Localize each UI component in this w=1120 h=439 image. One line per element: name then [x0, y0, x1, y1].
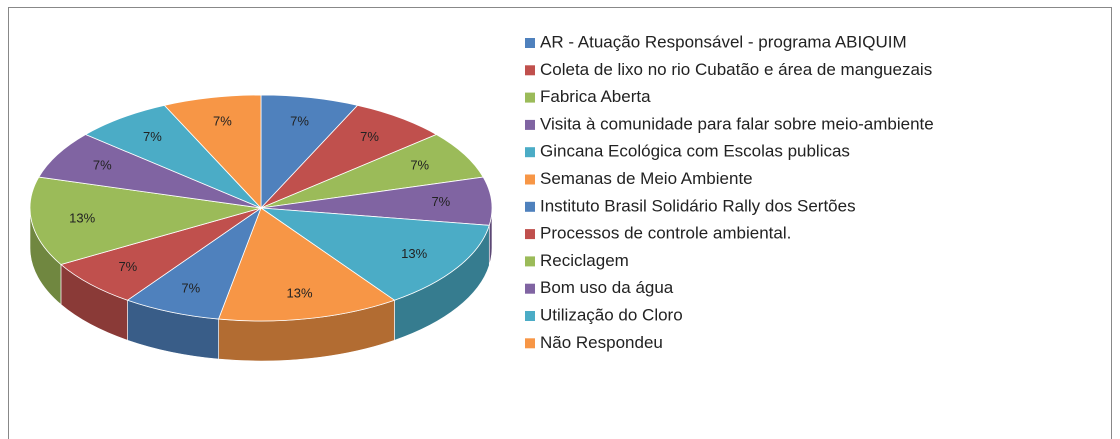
pie-slice — [29, 176, 262, 265]
legend-label: Bom uso da água — [540, 278, 674, 297]
data-label: 13% — [401, 246, 427, 261]
data-label: 13% — [69, 210, 95, 225]
legend-label: Instituto Brasil Solidário Rally dos Ser… — [540, 196, 856, 215]
legend-swatch — [525, 174, 535, 185]
data-label: 7% — [143, 129, 162, 144]
data-label: 7% — [213, 113, 232, 128]
data-label: 7% — [431, 194, 450, 209]
legend-label: Não Respondeu — [540, 333, 663, 352]
legend-label: Visita à comunidade para falar sobre mei… — [540, 114, 934, 133]
legend-label: Coleta de lixo no rio Cubatão e área de … — [540, 60, 932, 79]
legend-swatch — [525, 201, 535, 212]
legend-swatch — [525, 256, 535, 267]
legend-label: Semanas de Meio Ambiente — [540, 169, 753, 188]
pie-slice — [163, 94, 262, 210]
data-label: 7% — [118, 259, 137, 274]
data-label: 7% — [410, 158, 429, 173]
data-label: 13% — [287, 286, 313, 301]
legend-label: AR - Atuação Responsável - programa ABIQ… — [540, 32, 907, 51]
data-label: 7% — [93, 158, 112, 173]
legend-label: Reciclagem — [540, 251, 629, 270]
legend-label: Fabrica Aberta — [540, 87, 651, 106]
legend-swatch — [525, 229, 535, 240]
legend-label: Processos de controle ambiental. — [540, 224, 791, 243]
legend-label: Gincana Ecológica com Escolas publicas — [540, 142, 850, 161]
pie-slice — [217, 207, 396, 322]
legend-swatch — [525, 119, 535, 130]
legend-swatch — [525, 338, 535, 349]
pie-slice — [259, 207, 490, 301]
legend-swatch — [525, 92, 535, 103]
legend-swatch — [525, 311, 535, 321]
data-label: 7% — [181, 281, 200, 296]
legend-label: Utilização do Cloro — [540, 305, 683, 324]
data-label: 7% — [360, 129, 379, 144]
data-label: 7% — [290, 113, 309, 128]
legend-swatch — [525, 283, 535, 294]
legend-swatch — [525, 147, 535, 158]
legend-swatch — [525, 38, 535, 48]
legend-swatch — [525, 65, 535, 76]
